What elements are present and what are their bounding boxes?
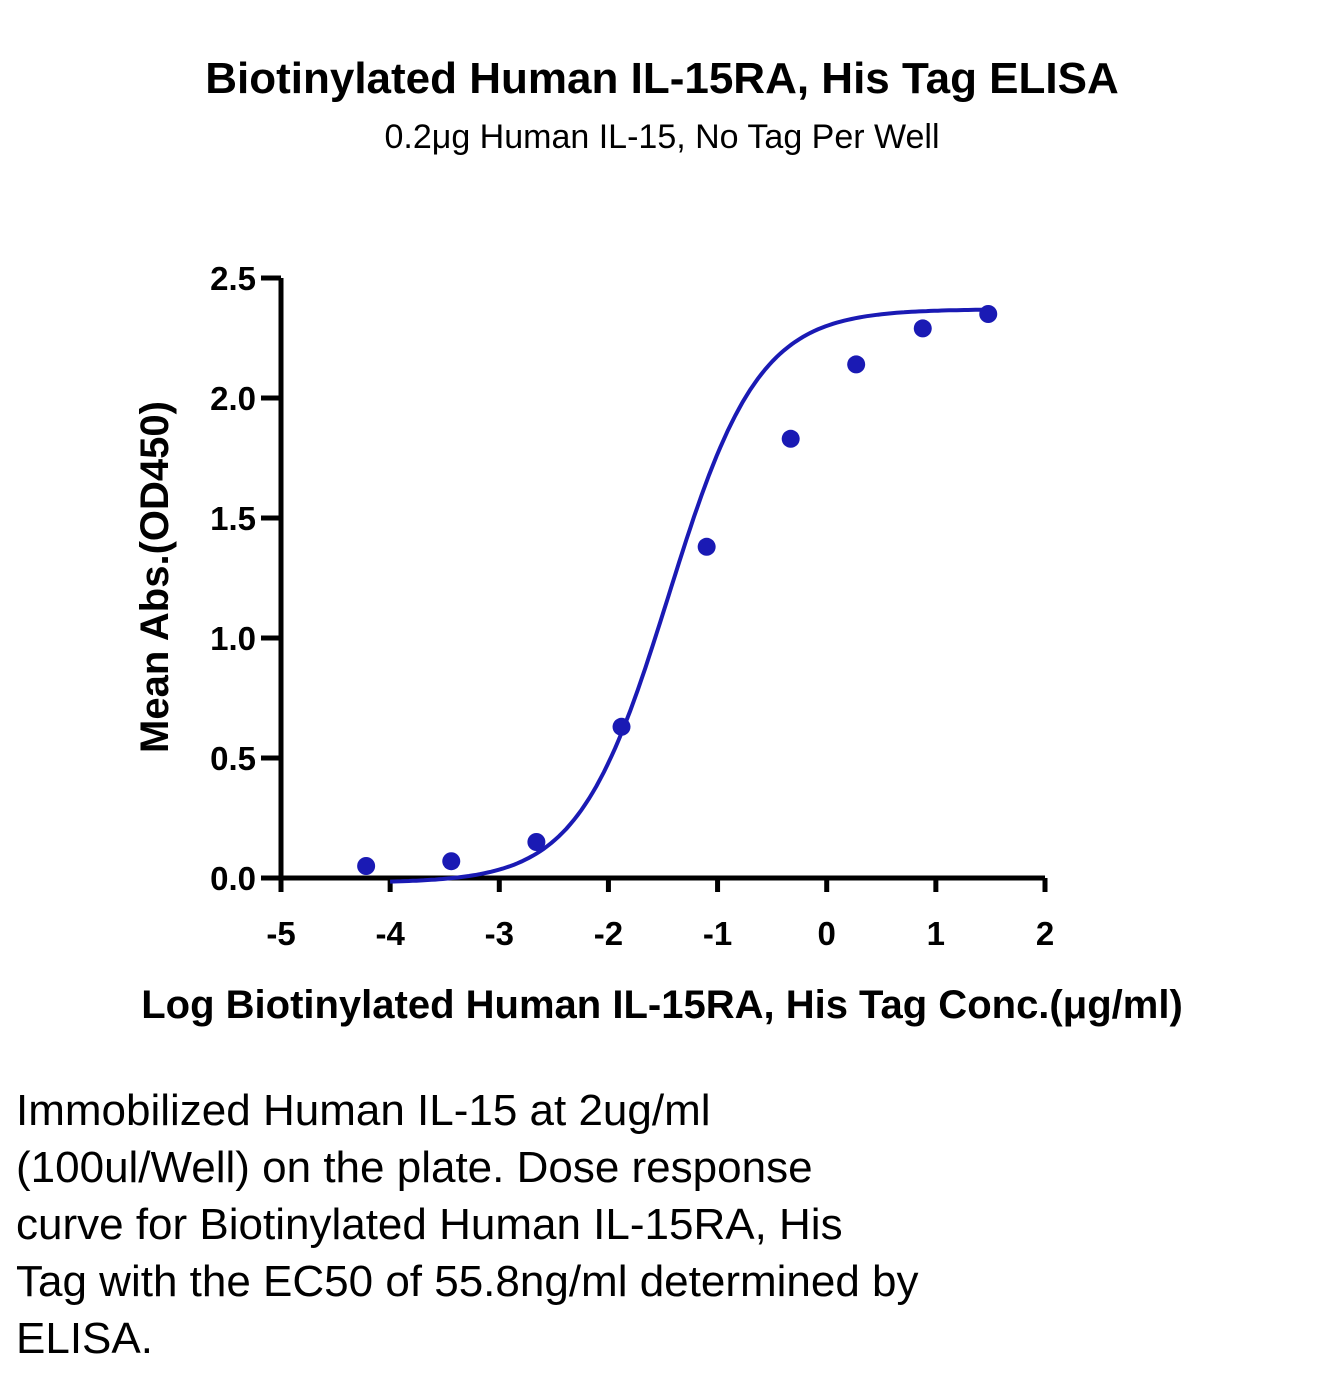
x-tick-label: 2: [1036, 915, 1054, 952]
y-tick-label: 1.5: [210, 500, 256, 537]
y-axis-label: Mean Abs.(OD450): [133, 401, 177, 753]
figure-caption: Immobilized Human IL-15 at 2ug/ml (100ul…: [16, 1082, 1116, 1367]
x-tick-label: -2: [594, 915, 623, 952]
data-point: [357, 857, 376, 875]
chart-subtitle: 0.2μg Human IL-15, No Tag Per Well: [384, 118, 939, 156]
data-point: [612, 717, 631, 736]
x-tick-label: 0: [818, 915, 836, 952]
x-tick-label: 1: [927, 915, 945, 952]
y-tick-label: 1.0: [210, 620, 256, 657]
x-tick-label: -5: [266, 915, 295, 952]
data-point: [781, 429, 800, 448]
elisa-chart: Biotinylated Human IL-15RA, His Tag ELIS…: [133, 54, 1183, 1027]
y-tick-label: 2.0: [210, 380, 256, 417]
data-point: [527, 833, 546, 851]
y-axis: 0.0 0.5 1.0 1.5 2.0 2.5: [210, 260, 284, 897]
y-tick-label: 2.5: [210, 260, 256, 297]
data-point: [979, 305, 998, 323]
x-tick-label: -3: [485, 915, 514, 952]
x-tick-label: -4: [375, 915, 405, 952]
caption-line: (100ul/Well) on the plate. Dose response: [16, 1143, 813, 1192]
data-points-layer: [357, 305, 998, 875]
y-tick-label: 0.0: [210, 860, 256, 897]
caption-line: Tag with the EC50 of 55.8ng/ml determine…: [16, 1257, 919, 1306]
chart-title: Biotinylated Human IL-15RA, His Tag ELIS…: [205, 54, 1119, 103]
caption-line: curve for Biotinylated Human IL-15RA, Hi…: [16, 1200, 843, 1249]
fit-curve-layer: [390, 307, 991, 884]
caption-line: ELISA.: [16, 1314, 153, 1363]
x-axis: -5 -4 -3 -2 -1 0 1 2: [266, 875, 1054, 952]
fit-curve: [390, 307, 991, 884]
data-point: [697, 537, 716, 556]
data-point: [913, 319, 932, 338]
x-tick-label: -1: [703, 915, 732, 952]
data-point: [442, 852, 461, 871]
caption-line: Immobilized Human IL-15 at 2ug/ml: [16, 1086, 711, 1135]
x-axis-label: Log Biotinylated Human IL-15RA, His Tag …: [141, 983, 1183, 1027]
y-tick-label: 0.5: [210, 740, 256, 777]
data-point: [847, 355, 866, 374]
